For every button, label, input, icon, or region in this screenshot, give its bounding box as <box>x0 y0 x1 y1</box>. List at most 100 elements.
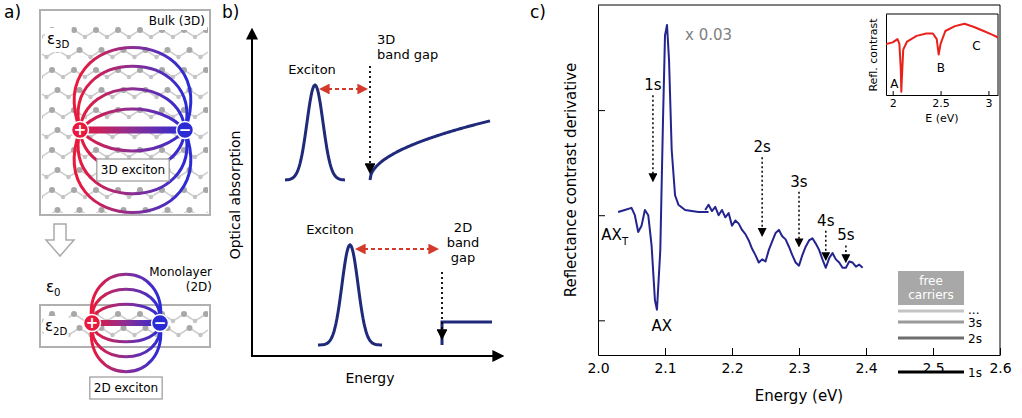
label-background <box>44 316 69 338</box>
lattice-atom <box>44 175 48 179</box>
lattice-atom <box>77 87 83 93</box>
annotation: 3s <box>790 173 808 191</box>
tick <box>598 110 605 111</box>
annotation: 1s <box>644 76 662 94</box>
lattice-atom <box>55 207 61 213</box>
peak-label: Exciton <box>288 62 336 77</box>
lattice-atom <box>149 115 153 119</box>
lattice-atom <box>198 135 202 139</box>
lattice-atom <box>127 35 131 39</box>
annotation: AX <box>652 317 673 335</box>
lattice-atom <box>115 27 121 33</box>
exciton-label: 2D exciton <box>94 381 158 395</box>
lattice-atom <box>93 147 99 153</box>
field-line <box>78 66 187 130</box>
lattice-atom <box>44 135 48 139</box>
lattice-atom <box>105 195 109 199</box>
lattice-atom <box>132 55 136 59</box>
tick: 2.2 <box>721 348 743 376</box>
annotation-arrow <box>845 245 847 261</box>
lattice-atom <box>193 115 197 119</box>
transition-arrow <box>46 224 74 256</box>
annotation: B <box>937 61 945 75</box>
x-axis-line <box>599 355 1001 356</box>
field-line <box>92 289 160 323</box>
panel-label: a) <box>4 2 21 22</box>
inset-x-axis: 22.53 <box>887 91 999 110</box>
level-label: ... <box>968 303 979 317</box>
lattice-atom <box>181 311 187 317</box>
lattice-atom <box>154 135 158 139</box>
monolayer-box <box>40 305 210 347</box>
field-line <box>92 323 160 342</box>
lattice-atom <box>137 27 143 33</box>
lattice-atom <box>193 155 197 159</box>
annotation-text: AX <box>601 226 622 244</box>
tick-mark <box>933 348 934 355</box>
annotation-subscript: T <box>621 236 629 247</box>
tick-label: 2.5 <box>922 360 944 376</box>
gap-label: gap <box>451 250 475 265</box>
panel-b: b)Optical absorptionEnergyExciton3Dband … <box>222 2 502 386</box>
lattice-atom <box>105 35 109 39</box>
lattice-atom <box>93 187 99 193</box>
annotation: 2s <box>753 138 771 156</box>
energy-level <box>898 310 964 313</box>
lattice-atom <box>83 35 87 39</box>
x-axis: 2.02.12.22.32.42.52.6 <box>587 348 1011 376</box>
annotation: 4s <box>817 212 835 230</box>
tick-label: 2.4 <box>855 360 877 376</box>
tick: 2.6 <box>989 348 1011 376</box>
tick-label: 2.0 <box>587 360 609 376</box>
annotation: AXT <box>601 226 629 246</box>
x-axis-line <box>251 355 502 357</box>
lattice-atom <box>110 95 114 99</box>
lattice-atom <box>203 311 208 317</box>
lattice-atom <box>77 47 83 53</box>
lattice-atom <box>165 47 171 53</box>
inset-frame-right <box>998 14 999 95</box>
inset-y-axis-line <box>886 15 887 96</box>
tick-mark <box>598 320 605 321</box>
lattice-atom <box>137 311 143 317</box>
tick-mark <box>866 348 867 355</box>
plot-lines <box>618 25 863 310</box>
label-background <box>90 377 162 399</box>
lattice-atom <box>61 155 65 159</box>
tick-label: 2.3 <box>788 360 810 376</box>
field-line <box>92 323 160 357</box>
lattice-atom <box>42 35 43 39</box>
lattice-atom <box>110 135 114 139</box>
lattice-atom <box>49 187 55 193</box>
lattice-atom <box>61 75 65 79</box>
lattice-atom <box>42 75 43 79</box>
free-carrier-box <box>898 271 964 305</box>
lattice-atom <box>71 187 77 193</box>
lattice-atom <box>203 187 208 193</box>
lattice-atom <box>176 55 180 59</box>
data-line <box>705 205 862 268</box>
annotation-arrow <box>825 231 827 260</box>
tick-mark <box>598 215 605 216</box>
exciton-peak <box>318 245 382 345</box>
lattice-atom <box>171 319 175 323</box>
lattice-atom <box>88 95 92 99</box>
gap-label: band <box>447 235 480 250</box>
field-line <box>80 130 185 151</box>
axis-title: Optical absorption <box>227 131 243 260</box>
dielectric-label: ε2D <box>45 317 68 337</box>
monolayer-field <box>91 274 161 372</box>
lattice-atom <box>127 115 131 119</box>
bulk-field <box>74 48 190 213</box>
lattice-atom <box>165 87 171 93</box>
lattice-atom <box>165 207 171 213</box>
lattice-atom <box>71 311 77 317</box>
exciton-label: 3D exciton <box>101 163 165 177</box>
energy-level <box>898 321 964 324</box>
lattice-atom <box>105 115 109 119</box>
energy-level <box>898 337 964 340</box>
annotation: 5s <box>837 226 855 244</box>
tick: 3 <box>985 91 992 110</box>
symbol: ε <box>46 278 54 296</box>
lattice-atom <box>154 55 158 59</box>
